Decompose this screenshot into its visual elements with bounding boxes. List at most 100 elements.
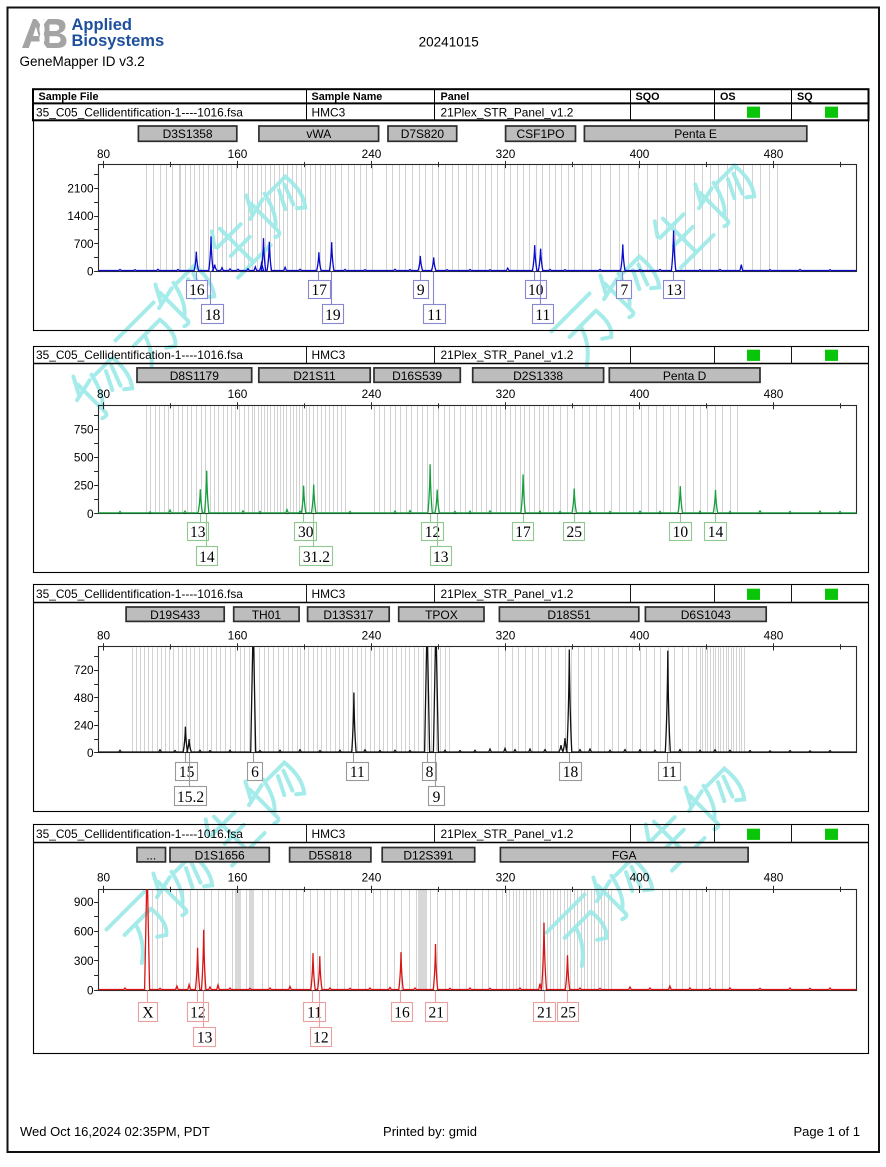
svg-text:Wed Oct 16,2024 02:35PM, PDT: Wed Oct 16,2024 02:35PM, PDT (20, 1124, 210, 1139)
svg-text:2100: 2100 (67, 181, 94, 195)
svg-text:400: 400 (630, 147, 650, 161)
svg-text:15: 15 (179, 764, 195, 781)
svg-text:D16S539: D16S539 (392, 369, 442, 383)
svg-text:80: 80 (97, 629, 111, 643)
svg-text:D3S1358: D3S1358 (163, 127, 213, 141)
svg-text:480: 480 (764, 387, 784, 401)
svg-text:160: 160 (228, 147, 248, 161)
svg-text:7: 7 (621, 282, 629, 299)
svg-text:8: 8 (426, 764, 434, 781)
svg-text:25: 25 (566, 524, 582, 541)
svg-text:11: 11 (662, 764, 677, 781)
svg-text:240: 240 (362, 387, 382, 401)
svg-text:400: 400 (630, 387, 650, 401)
svg-text:HMC3: HMC3 (312, 587, 346, 601)
svg-text:21Plex_STR_Panel_v1.2: 21Plex_STR_Panel_v1.2 (441, 827, 574, 841)
svg-text:Penta E: Penta E (674, 127, 717, 141)
svg-text:720: 720 (74, 663, 94, 677)
svg-text:16: 16 (189, 282, 205, 299)
svg-text:HMC3: HMC3 (312, 348, 346, 362)
svg-text:Panel: Panel (441, 91, 470, 103)
svg-text:17: 17 (515, 524, 531, 541)
svg-text:HMC3: HMC3 (312, 105, 346, 119)
svg-text:13: 13 (197, 1030, 213, 1047)
svg-text:D2S1338: D2S1338 (513, 369, 563, 383)
svg-text:6: 6 (251, 764, 259, 781)
svg-text:11: 11 (427, 307, 442, 324)
svg-text:240: 240 (362, 629, 382, 643)
svg-text:D6S1043: D6S1043 (681, 608, 731, 622)
svg-text:TPOX: TPOX (425, 608, 458, 622)
svg-text:0: 0 (87, 746, 94, 760)
svg-text:11: 11 (535, 307, 550, 324)
svg-text:21Plex_STR_Panel_v1.2: 21Plex_STR_Panel_v1.2 (441, 348, 574, 362)
svg-text:30: 30 (298, 524, 314, 541)
svg-text:400: 400 (630, 629, 650, 643)
svg-text:19: 19 (325, 307, 341, 324)
svg-text:Page 1 of 1: Page 1 of 1 (794, 1124, 861, 1139)
svg-text:Sample Name: Sample Name (312, 91, 383, 103)
svg-text:11: 11 (307, 1005, 322, 1022)
svg-text:35_C05_Cellidentification-1---: 35_C05_Cellidentification-1----1016.fsa (36, 827, 243, 841)
svg-text:240: 240 (362, 871, 382, 885)
svg-text:11: 11 (350, 764, 365, 781)
svg-text:700: 700 (74, 237, 94, 251)
svg-text:0: 0 (87, 507, 94, 521)
svg-text:480: 480 (764, 629, 784, 643)
svg-text:480: 480 (764, 871, 784, 885)
svg-text:18: 18 (205, 307, 221, 324)
svg-text:35_C05_Cellidentification-1---: 35_C05_Cellidentification-1----1016.fsa (36, 105, 243, 119)
svg-text:OS: OS (720, 91, 736, 103)
svg-text:X: X (142, 1005, 153, 1022)
svg-text:750: 750 (74, 422, 94, 436)
svg-text:1400: 1400 (67, 209, 94, 223)
svg-text:0: 0 (87, 984, 94, 998)
svg-text:18: 18 (563, 764, 579, 781)
svg-text:12: 12 (313, 1030, 329, 1047)
svg-text:D21S11: D21S11 (293, 369, 336, 383)
svg-text:20241015: 20241015 (419, 35, 479, 50)
svg-text:80: 80 (97, 871, 111, 885)
svg-text:80: 80 (97, 147, 111, 161)
svg-text:320: 320 (496, 871, 516, 885)
svg-text:160: 160 (228, 629, 248, 643)
svg-text:13: 13 (666, 282, 682, 299)
svg-text:160: 160 (228, 871, 248, 885)
svg-text:16: 16 (394, 1005, 410, 1022)
svg-text:320: 320 (496, 387, 516, 401)
svg-text:900: 900 (74, 895, 94, 909)
svg-text:10: 10 (673, 524, 689, 541)
svg-text:Applied: Applied (72, 16, 133, 34)
svg-text:320: 320 (496, 629, 516, 643)
svg-text:FGA: FGA (612, 849, 637, 863)
svg-text:D19S433: D19S433 (150, 608, 200, 622)
svg-text:480: 480 (764, 147, 784, 161)
svg-text:14: 14 (199, 549, 215, 566)
svg-text:D1S1656: D1S1656 (195, 849, 245, 863)
svg-text:0: 0 (87, 265, 94, 279)
svg-text:D12S391: D12S391 (403, 849, 453, 863)
svg-text:GeneMapper ID v3.2: GeneMapper ID v3.2 (20, 54, 145, 69)
svg-text:D8S1179: D8S1179 (170, 369, 219, 383)
svg-text:Sample File: Sample File (39, 91, 99, 103)
svg-text:...: ... (146, 849, 156, 863)
svg-text:SQ: SQ (797, 91, 813, 103)
svg-text:10: 10 (528, 282, 544, 299)
svg-text:9: 9 (417, 282, 425, 299)
svg-text:160: 160 (228, 387, 248, 401)
svg-text:HMC3: HMC3 (312, 827, 346, 841)
svg-text:Biosystems: Biosystems (72, 32, 165, 50)
svg-text:600: 600 (74, 925, 94, 939)
svg-text:13: 13 (190, 524, 206, 541)
svg-text:25: 25 (560, 1005, 576, 1022)
svg-text:31.2: 31.2 (303, 549, 330, 566)
svg-text:D7S820: D7S820 (401, 127, 445, 141)
svg-text:9: 9 (433, 789, 441, 806)
svg-text:240: 240 (362, 147, 382, 161)
svg-text:12: 12 (190, 1005, 206, 1022)
svg-text:240: 240 (74, 718, 94, 732)
svg-text:250: 250 (74, 479, 94, 493)
svg-text:300: 300 (74, 954, 94, 968)
svg-text:35_C05_Cellidentification-1---: 35_C05_Cellidentification-1----1016.fsa (36, 587, 243, 601)
svg-text:12: 12 (425, 524, 441, 541)
